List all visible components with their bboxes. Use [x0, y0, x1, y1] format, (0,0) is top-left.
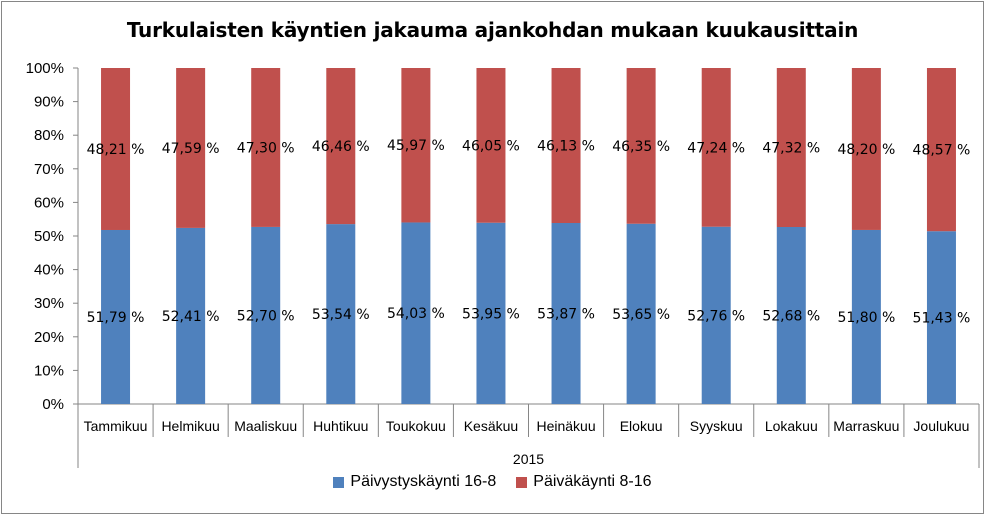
category-label: Toukokuu: [386, 418, 446, 434]
bar-paivystys: [926, 231, 956, 404]
legend-swatch-paivystys: [333, 476, 345, 488]
category-label: Heinäkuu: [536, 418, 595, 434]
y-tick-label: 0%: [42, 396, 64, 413]
bar-paivakaynti: [176, 68, 206, 228]
data-label: 52,76 %: [687, 308, 745, 324]
data-label: 52,70 %: [237, 308, 295, 324]
data-label: 47,30 %: [237, 140, 295, 156]
category-label: Maaliskuu: [234, 418, 297, 434]
bar-paivystys: [401, 222, 431, 404]
bar-paivakaynti: [251, 68, 281, 227]
bar-paivystys: [176, 227, 206, 404]
legend-swatch-paivakaynti: [516, 476, 528, 488]
category-label: Tammikuu: [84, 418, 148, 434]
legend-label-paivakaynti: Päiväkäynti 8-16: [533, 473, 652, 490]
bar-paivystys: [101, 229, 131, 404]
bar-paivakaynti: [101, 68, 131, 230]
bar-paivystys: [551, 222, 581, 404]
data-label: 52,41 %: [162, 309, 220, 325]
bar-paivystys: [251, 226, 281, 404]
data-label: 46,46 %: [312, 139, 370, 155]
legend-label-paivystys: Päivystyskäynti 16-8: [350, 473, 497, 490]
category-label: Marraskuu: [833, 418, 899, 434]
data-label: 45,97 %: [387, 138, 445, 154]
data-label: 53,87 %: [537, 306, 595, 322]
category-label: Helmikuu: [161, 418, 219, 434]
data-label: 47,32 %: [762, 140, 820, 156]
bar-paivakaynti: [776, 68, 806, 227]
bar-paivystys: [701, 226, 731, 404]
y-tick-label: 50%: [34, 228, 64, 245]
category-label: Elokuu: [620, 418, 663, 434]
y-tick-label: 70%: [34, 161, 64, 178]
bar-paivakaynti: [551, 68, 581, 223]
legend: Päivystyskäynti 16-8 Päiväkäynti 8-16: [0, 473, 985, 491]
bar-paivystys: [476, 222, 506, 404]
data-label: 51,80 %: [837, 310, 895, 326]
data-label: 54,03 %: [387, 306, 445, 322]
data-label: 48,20 %: [837, 142, 895, 158]
bar-paivakaynti: [401, 68, 431, 223]
bar-paivystys: [776, 226, 806, 404]
data-label: 46,13 %: [537, 138, 595, 154]
group-label: 2015: [513, 451, 544, 467]
data-label: 47,59 %: [162, 141, 220, 157]
data-label: 46,35 %: [612, 139, 670, 155]
bar-paivakaynti: [926, 68, 956, 232]
category-label: Syyskuu: [690, 418, 743, 434]
category-label: Joulukuu: [913, 418, 969, 434]
data-label: 51,79 %: [87, 310, 145, 326]
bar-paivakaynti: [701, 68, 731, 227]
y-tick-label: 100%: [26, 60, 64, 77]
data-label: 53,54 %: [312, 307, 370, 323]
bar-paivakaynti: [851, 68, 881, 230]
data-label: 51,43 %: [913, 311, 971, 327]
data-label: 53,65 %: [612, 307, 670, 323]
chart-title: Turkulaisten käyntien jakauma ajankohdan…: [126, 18, 859, 42]
bar-paivakaynti: [476, 68, 506, 223]
data-label: 52,68 %: [762, 308, 820, 324]
data-label: 48,21 %: [87, 142, 145, 158]
y-tick-label: 40%: [34, 262, 64, 279]
bar-paivystys: [626, 223, 656, 404]
category-label: Huhtikuu: [313, 418, 368, 434]
legend-item-paivakaynti: Päiväkäynti 8-16: [516, 473, 652, 491]
bar-paivakaynti: [626, 68, 656, 224]
y-tick-label: 20%: [34, 329, 64, 346]
y-tick-label: 60%: [34, 194, 64, 211]
data-label: 46,05 %: [462, 138, 520, 154]
y-tick-label: 30%: [34, 295, 64, 312]
legend-item-paivystys: Päivystyskäynti 16-8: [333, 473, 496, 491]
bar-paivakaynti: [326, 68, 356, 225]
y-tick-label: 10%: [34, 362, 64, 379]
data-label: 48,57 %: [913, 143, 971, 159]
category-label: Kesäkuu: [464, 418, 518, 434]
data-label: 47,24 %: [687, 140, 745, 156]
y-tick-label: 90%: [34, 94, 64, 111]
bar-paivystys: [326, 224, 356, 404]
data-label: 53,95 %: [462, 306, 520, 322]
bar-paivystys: [851, 229, 881, 404]
y-tick-label: 80%: [34, 127, 64, 144]
category-label: Lokakuu: [765, 418, 818, 434]
